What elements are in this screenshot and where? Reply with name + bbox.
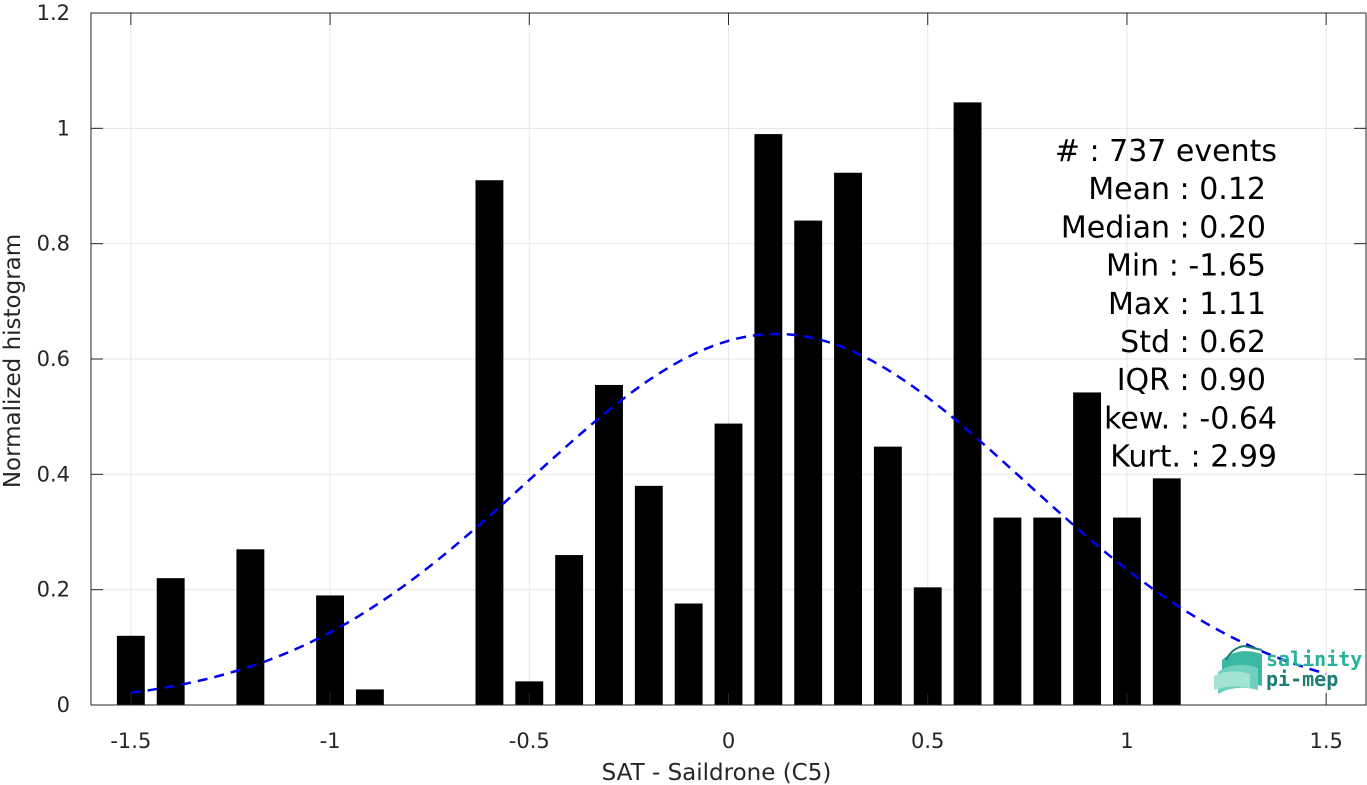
bar-9 — [475, 180, 504, 705]
bar-25 — [1112, 517, 1141, 705]
x-axis-label: SAT - Saildrone (C5) — [602, 760, 832, 785]
logo-line2: pi-mep — [1266, 667, 1338, 691]
stat-line-2: Median : 0.20 — [1061, 210, 1266, 245]
y-axis-label: Normalized histogram — [0, 234, 26, 488]
bar-24 — [1073, 392, 1102, 705]
logo-line1: salinity — [1266, 647, 1362, 671]
bar-23 — [1033, 517, 1062, 705]
x-tick-label-6: 1.5 — [1309, 729, 1342, 753]
bar-12 — [595, 384, 623, 705]
bar-5 — [316, 595, 345, 705]
bar-20 — [913, 587, 942, 705]
bar-1 — [156, 578, 185, 705]
bar-14 — [674, 603, 703, 705]
x-tick-label-3: 0 — [722, 729, 735, 753]
y-tick-label-0: 0 — [57, 693, 70, 717]
bar-6 — [355, 689, 384, 705]
logo-waves-icon — [1214, 644, 1263, 694]
axis-ticks — [91, 12, 1366, 706]
y-tick-labels: 0 0.2 0.4 0.6 0.8 1 1.2 — [37, 1, 70, 717]
bar-18 — [834, 172, 862, 705]
bar-15 — [714, 423, 743, 705]
bar-22 — [993, 517, 1022, 705]
stat-line-3: Min : -1.65 — [1106, 249, 1266, 284]
bar-3 — [236, 549, 265, 705]
stat-line-4: Max : 1.11 — [1108, 287, 1266, 322]
x-tick-label-5: 1 — [1120, 729, 1133, 753]
stat-line-6: IQR : 0.90 — [1117, 363, 1266, 398]
bar-19 — [873, 446, 902, 705]
stat-line-5: Std : 0.62 — [1120, 325, 1266, 360]
x-tick-labels: -1.5 -1 -0.5 0 0.5 1 1.5 — [110, 729, 1343, 753]
stat-line-0: # : 737 events — [1055, 134, 1277, 169]
x-tick-label-1: -1 — [320, 729, 341, 753]
salinity-pi-mep-logo: salinity pi-mep — [1214, 644, 1362, 694]
y-tick-label-6: 1.2 — [37, 1, 70, 25]
y-tick-label-2: 0.4 — [37, 462, 70, 486]
bar-17 — [794, 220, 823, 705]
normal-fit-group — [130, 332, 1327, 695]
y-tick-label-5: 1 — [57, 116, 70, 140]
bars-group — [116, 102, 1181, 706]
x-tick-label-4: 0.5 — [911, 729, 944, 753]
bar-21 — [953, 102, 982, 706]
bar-16 — [754, 134, 783, 706]
bar-13 — [634, 485, 663, 705]
stat-line-1: Mean : 0.12 — [1088, 172, 1266, 207]
bar-26 — [1152, 478, 1181, 705]
y-tick-label-1: 0.2 — [37, 578, 70, 602]
bar-11 — [555, 555, 584, 705]
x-tick-label-2: -0.5 — [509, 729, 550, 753]
y-tick-label-3: 0.6 — [37, 347, 70, 371]
x-tick-label-0: -1.5 — [110, 729, 151, 753]
normal-fit-curve — [130, 332, 1327, 695]
y-tick-label-4: 0.8 — [37, 232, 70, 256]
stat-line-7: kew. : -0.64 — [1104, 401, 1277, 436]
stat-line-8: Kurt. : 2.99 — [1110, 440, 1277, 475]
